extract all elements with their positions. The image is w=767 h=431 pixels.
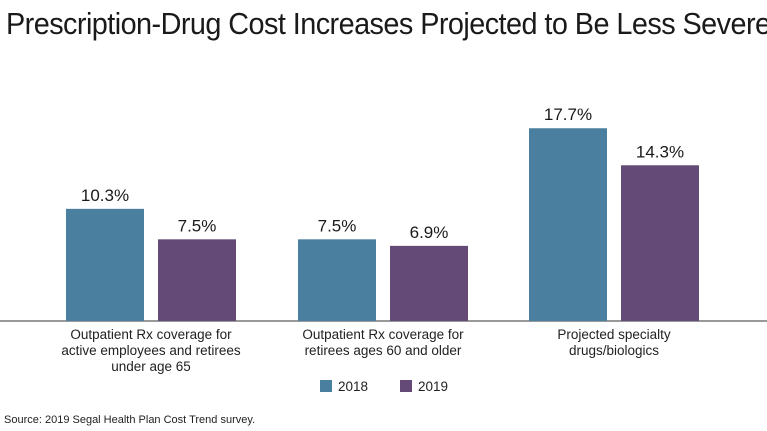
legend-swatch-2018 [320,380,332,392]
data-label-2018-2: 7.5% [318,216,357,235]
legend-label-2019: 2019 [418,379,448,394]
data-label-2019-1: 7.5% [178,216,217,235]
category-label-1: Outpatient Rx coverage for active employe… [61,327,241,374]
bar-2019-1 [158,239,236,321]
bar-2019-3 [621,165,699,321]
category-label-3: Projected specialty drugs/biologics [557,327,671,358]
source-note: Source: 2019 Segal Health Plan Cost Tren… [4,414,256,426]
bar-2018-3 [529,128,607,321]
data-label-2018-1: 10.3% [81,186,129,205]
data-label-2018-3: 17.7% [544,105,592,124]
legend-swatch-2019 [400,380,412,392]
bar-2019-2 [390,245,468,321]
bar-2018-2 [298,239,376,321]
chart-title: Prescription-Drug Cost Increases Project… [6,6,767,41]
category-label-2: Outpatient Rx coverage for retirees ages … [302,327,464,358]
bar-2018-1 [66,208,144,321]
legend-label-2018: 2018 [338,379,368,394]
data-label-2019-2: 6.9% [410,223,449,242]
data-label-2019-3: 14.3% [636,142,684,161]
